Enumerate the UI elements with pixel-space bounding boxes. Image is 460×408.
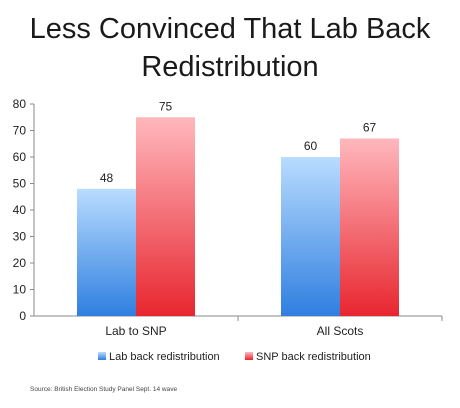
data-label: 48 [100,171,114,185]
data-label: 60 [304,139,318,153]
y-tick-label: 80 [13,97,27,111]
data-label: 67 [363,120,377,134]
bar-snp [340,138,399,316]
legend-label: SNP back redistribution [256,351,371,363]
bar-lab [281,157,340,316]
legend-swatch [245,352,253,360]
chart-title-line-2: Redistribution [141,51,319,83]
x-tick-label: Lab to SNP [105,324,166,338]
source-note: Source: British Election Study Panel Sep… [30,386,178,393]
bar-snp [136,117,195,316]
y-tick-label: 60 [13,150,27,164]
chart-title: Less Convinced That Lab Back Redistribut… [0,10,460,86]
bar-lab [77,188,136,316]
data-label: 75 [159,99,173,113]
y-tick-label: 10 [13,283,27,297]
y-tick-label: 50 [13,177,27,191]
y-tick-label: 0 [19,309,26,323]
chart-title-line-1: Less Convinced That Lab Back [29,13,431,45]
y-tick-label: 20 [13,256,27,270]
y-tick-label: 70 [13,124,27,138]
y-tick-label: 30 [13,230,27,244]
legend-swatch [98,352,106,360]
x-tick-label: All Scots [317,324,364,338]
legend-label: Lab back redistribution [109,351,220,363]
y-tick-label: 40 [13,203,27,217]
